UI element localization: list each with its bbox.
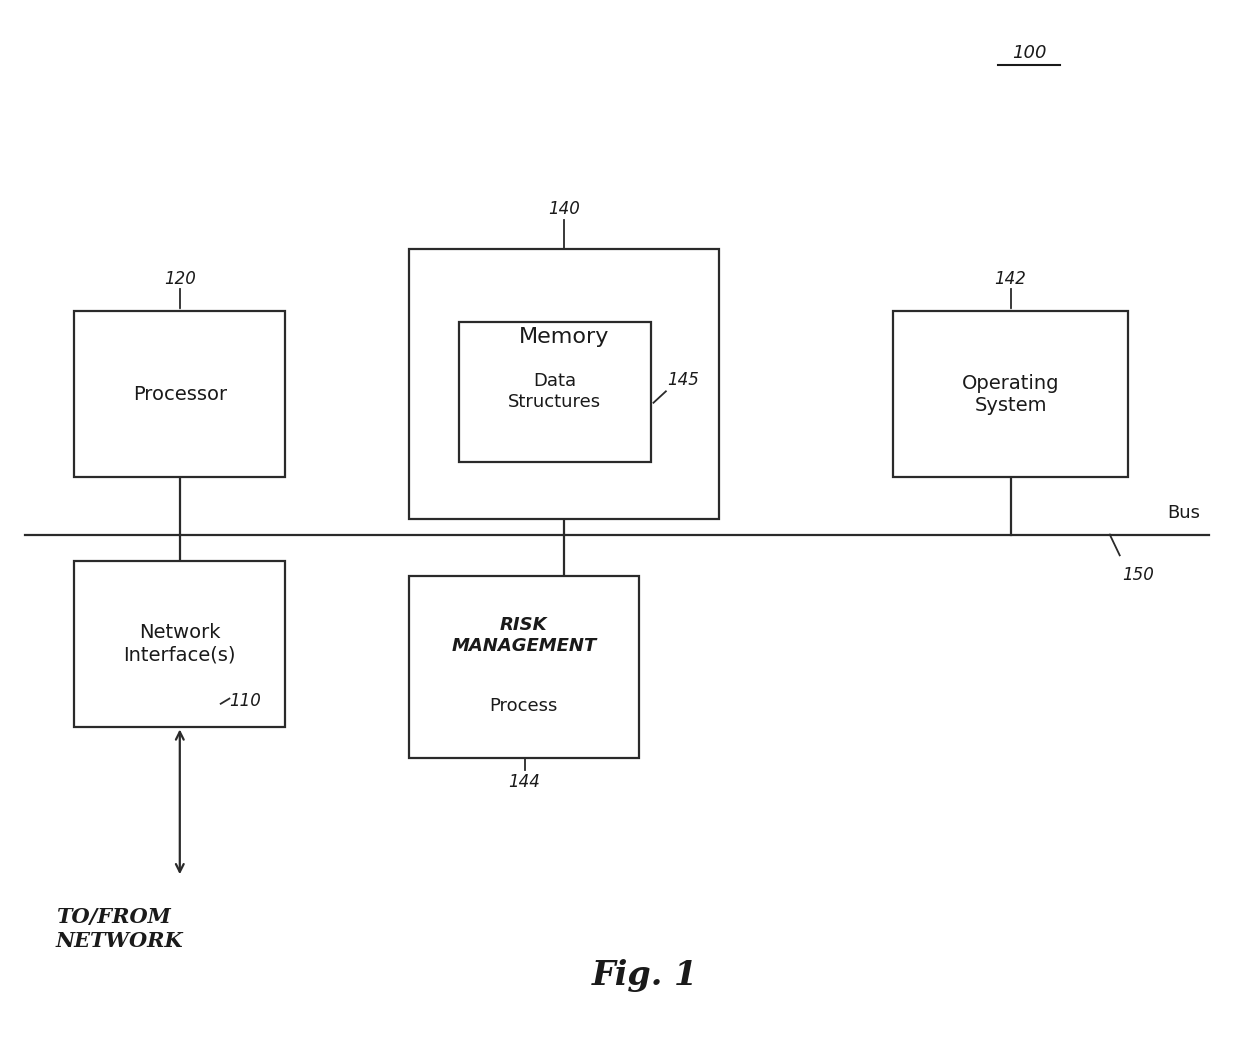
Bar — [893, 311, 1128, 477]
Text: 144: 144 — [508, 773, 541, 791]
Bar — [74, 561, 285, 727]
Text: Network
Interface(s): Network Interface(s) — [124, 623, 236, 664]
Text: Processor: Processor — [133, 385, 227, 404]
Text: 142: 142 — [994, 270, 1027, 288]
Text: 150: 150 — [1122, 566, 1154, 583]
Text: 145: 145 — [667, 372, 699, 389]
Text: Operating
System: Operating System — [962, 374, 1059, 415]
Text: Fig. 1: Fig. 1 — [591, 959, 698, 992]
Text: RISK
MANAGEMENT: RISK MANAGEMENT — [451, 617, 596, 655]
Text: Bus: Bus — [1167, 504, 1200, 522]
Text: Process: Process — [490, 698, 558, 715]
Text: 140: 140 — [548, 200, 580, 218]
Text: 110: 110 — [229, 691, 262, 710]
Bar — [74, 311, 285, 477]
Bar — [459, 322, 651, 462]
Text: 100: 100 — [1012, 45, 1047, 62]
Text: TO/FROM
NETWORK: TO/FROM NETWORK — [56, 907, 184, 951]
Bar — [409, 576, 639, 758]
Text: Data
Structures: Data Structures — [508, 373, 601, 411]
Bar — [409, 249, 719, 519]
Text: Memory: Memory — [520, 327, 609, 348]
Text: 120: 120 — [164, 270, 196, 288]
